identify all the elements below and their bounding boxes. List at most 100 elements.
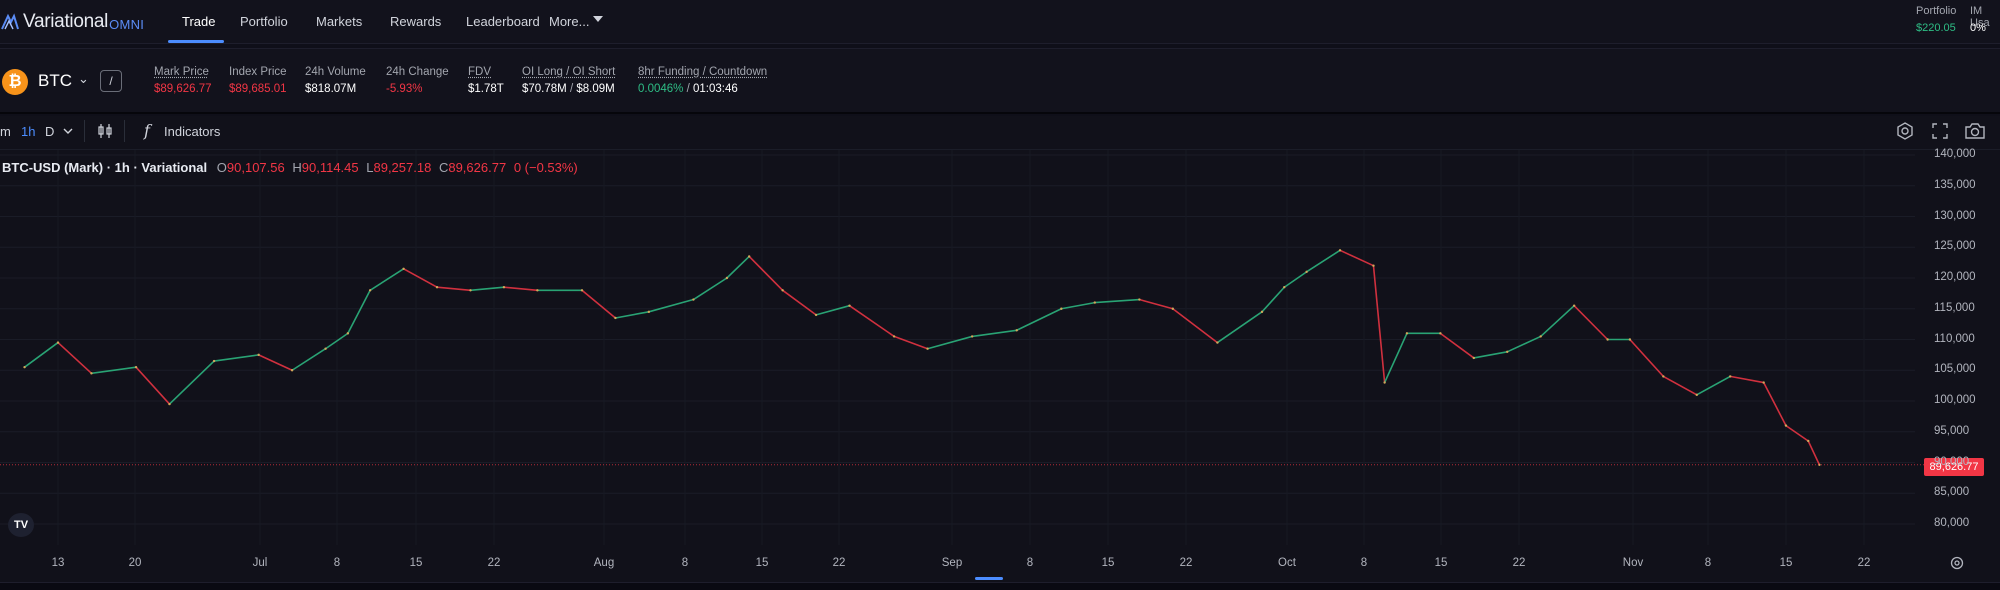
price-segment — [1372, 265, 1386, 383]
price-segment — [24, 341, 59, 368]
y-tick-label: 130,000 — [1934, 209, 1976, 222]
price-point — [692, 298, 695, 301]
portfolio-label: Portfolio — [1916, 5, 1957, 17]
fdv-value: $1.78T — [468, 83, 504, 95]
price-segment — [325, 332, 349, 350]
legend-open-label: O — [216, 160, 227, 175]
open-interest-label: OI Long / OI Short — [522, 66, 616, 78]
market-symbol[interactable]: BTC — [38, 71, 72, 90]
price-segment — [1261, 286, 1285, 313]
legend-high: 90,114.45 — [301, 160, 359, 175]
bottom-bar — [0, 582, 2000, 590]
timeframe-minute[interactable]: m — [0, 124, 11, 139]
x-tick-label: 8 — [1704, 557, 1712, 569]
timeframe-day[interactable]: D — [45, 124, 55, 139]
price-segment — [168, 360, 215, 405]
price-point — [1695, 393, 1698, 397]
x-tick-label: 13 — [51, 557, 65, 569]
indicators-button[interactable]: Indicators — [164, 124, 221, 139]
y-tick-label: 125,000 — [1934, 240, 1976, 253]
legend-change: 0 (−0.53%) — [513, 160, 578, 175]
price-segment — [291, 348, 326, 371]
y-tick-label: 85,000 — [1934, 486, 1970, 499]
fullscreen-icon[interactable] — [1930, 121, 1950, 141]
price-point — [536, 289, 539, 292]
x-tick-label: 15 — [755, 557, 769, 569]
toolbar-separator — [0, 149, 2000, 150]
price-point — [1383, 381, 1386, 384]
price-point — [1818, 463, 1821, 466]
settings-icon[interactable] — [1895, 121, 1915, 141]
x-tick-label: 22 — [1512, 557, 1526, 569]
nav-markets[interactable]: Markets — [316, 14, 363, 29]
price-point — [346, 332, 350, 335]
nav-leaderboard[interactable]: Leaderboard — [466, 14, 540, 29]
y-tick-label: 115,000 — [1934, 301, 1975, 314]
volume-24h-label: 24h Volume — [305, 66, 366, 78]
price-point — [614, 316, 617, 320]
price-segment — [258, 354, 293, 371]
price-point — [290, 369, 294, 372]
price-chart[interactable] — [0, 150, 2000, 590]
price-segment — [1306, 249, 1341, 273]
legend-close-label: C — [438, 160, 449, 175]
price-point — [1338, 249, 1342, 252]
price-segment — [1696, 375, 1731, 396]
price-point — [1506, 350, 1509, 353]
chart-panel[interactable] — [0, 116, 2000, 590]
price-segment — [1629, 338, 1664, 377]
nav-more[interactable]: More... — [549, 14, 590, 29]
price-point — [23, 365, 26, 369]
tradingview-logo-icon[interactable]: TV — [8, 513, 34, 537]
camera-icon[interactable] — [1964, 121, 1986, 141]
indicators-icon[interactable]: f — [144, 121, 150, 140]
price-point — [1606, 338, 1609, 341]
price-segment — [927, 335, 973, 350]
price-segment — [1473, 351, 1508, 359]
change-24h-label: 24h Change — [386, 66, 449, 78]
price-segment — [748, 255, 784, 291]
price-point — [1807, 439, 1810, 443]
toolbar-divider — [124, 120, 125, 142]
mark-price-value: $89,626.77 — [154, 83, 212, 95]
price-segment — [893, 335, 928, 350]
index-price-label: Index Price — [229, 66, 287, 78]
legend-title: BTC-USD (Mark) · 1h · Variational — [2, 160, 208, 175]
legend-high-label: H — [292, 160, 302, 175]
nav-rewards[interactable]: Rewards — [390, 14, 442, 29]
price-point — [1784, 424, 1788, 427]
price-segment — [503, 286, 538, 292]
timeline-scroll-handle[interactable] — [975, 577, 1003, 580]
brand-logo[interactable]: Variational OMNI — [0, 10, 144, 34]
x-tick-label: 8 — [333, 557, 341, 569]
price-segment — [1216, 311, 1263, 344]
x-tick-label: 22 — [487, 557, 501, 569]
y-tick-label: 95,000 — [1934, 424, 1970, 437]
price-point — [1260, 310, 1264, 314]
price-segment — [581, 289, 616, 319]
price-point — [56, 341, 60, 344]
price-point — [725, 276, 729, 280]
x-tick-label: Nov — [1622, 557, 1644, 569]
nav-portfolio[interactable]: Portfolio — [240, 14, 288, 29]
im-usage-value: 0% — [1970, 22, 1986, 34]
chart-legend: BTC-USD (Mark) · 1h · Variational O90,10… — [2, 160, 578, 175]
x-tick-label: 22 — [832, 557, 846, 569]
chevron-down-icon[interactable] — [593, 16, 603, 22]
price-segment — [1439, 332, 1475, 359]
chevron-down-icon[interactable] — [63, 126, 73, 136]
price-segment — [1506, 335, 1542, 353]
toolbar-divider — [84, 120, 85, 142]
market-pair-button[interactable]: / — [100, 70, 122, 92]
settings-icon[interactable] — [1949, 555, 1965, 571]
timeframe-1h[interactable]: 1h — [21, 124, 36, 139]
x-tick-label: 20 — [128, 557, 142, 569]
bitcoin-icon: ₿ — [2, 69, 28, 95]
nav-trade[interactable]: Trade — [182, 14, 216, 29]
price-point — [435, 286, 439, 289]
legend-open: 90,107.56 — [226, 160, 285, 175]
chevron-down-icon[interactable]: ⌄ — [78, 71, 89, 86]
candlestick-icon[interactable] — [96, 122, 114, 140]
price-point — [324, 347, 327, 350]
price-point — [1015, 329, 1018, 332]
